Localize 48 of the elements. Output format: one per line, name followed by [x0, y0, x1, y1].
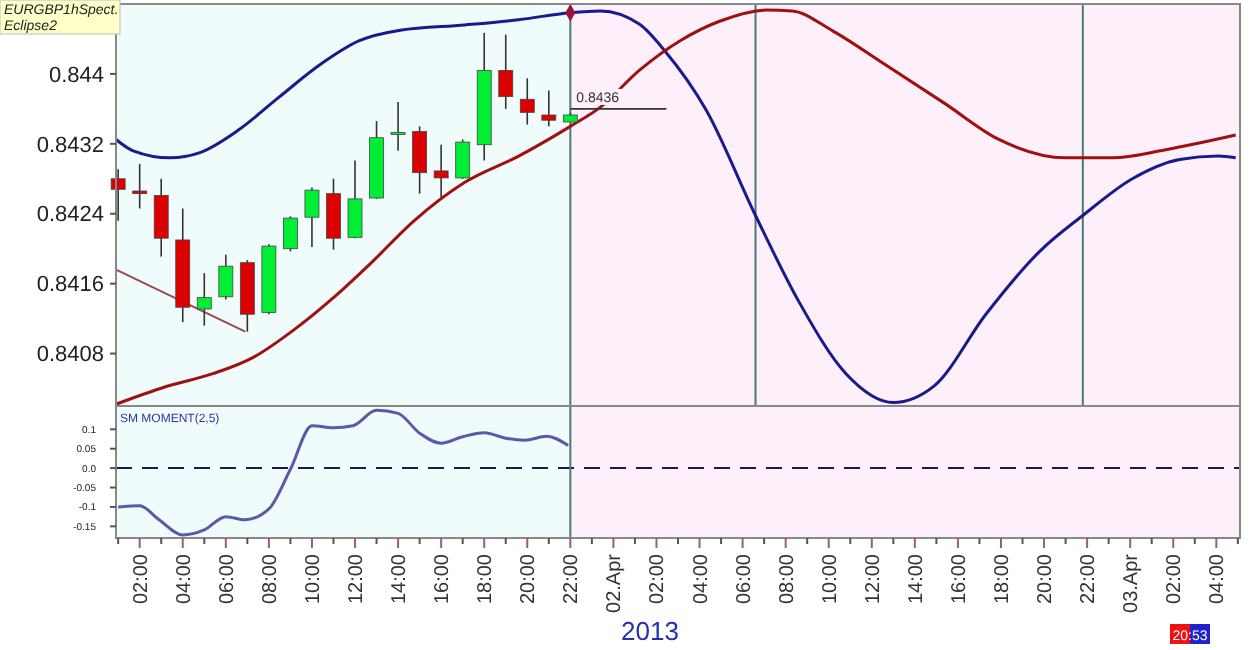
candlestick: [347, 159, 363, 240]
x-tick-label: 04:00: [690, 553, 713, 605]
y-tick-label: 0.844: [48, 63, 104, 88]
x-axis-title: 2013: [621, 616, 679, 646]
x-tick-label: 22:00: [1078, 553, 1101, 605]
candlestick: [433, 143, 449, 198]
x-tick-label: 04:00: [173, 553, 196, 605]
candlestick: [498, 33, 514, 110]
candlestick: [153, 177, 169, 258]
x-tick-label: 02:00: [130, 553, 153, 605]
candlestick: [218, 254, 234, 301]
x-tick-label: 02:00: [1164, 553, 1187, 605]
candlestick: [541, 89, 557, 128]
x-tick-label: 16:00: [948, 553, 971, 605]
x-tick-label: 03.Apr: [1121, 552, 1144, 613]
candlestick: [110, 168, 126, 222]
y-tick-label: 0.8416: [36, 273, 104, 298]
x-tick-label: 04:00: [1207, 553, 1230, 605]
y-tick-label: 0.8424: [36, 203, 104, 228]
x-tick-label: 06:00: [216, 553, 239, 605]
x-tick-label: 18:00: [991, 553, 1014, 605]
candlestick: [519, 77, 535, 126]
y-tick-label: 0.8408: [36, 343, 104, 368]
x-tick-label: 20:00: [518, 553, 541, 605]
x-tick-label: 02:00: [647, 553, 670, 605]
x-tick-label: 08:00: [776, 553, 799, 605]
x-tick-label: 16:00: [432, 553, 455, 605]
candlestick: [390, 101, 406, 152]
x-tick-label: 02.Apr: [604, 552, 627, 613]
x-tick-label: 12:00: [862, 553, 885, 605]
x-tick-label: 06:00: [733, 553, 756, 605]
x-tick-label: 08:00: [259, 553, 282, 605]
candlestick: [326, 177, 341, 251]
y-tick-label: 0.8432: [36, 133, 104, 158]
x-tick-label: 22:00: [561, 553, 584, 605]
x-tick-label: 20:00: [1035, 553, 1058, 605]
x-tick-label: 12:00: [346, 553, 369, 605]
candlestick: [132, 163, 148, 210]
x-tick-label: 10:00: [819, 553, 842, 605]
candlestick: [196, 272, 212, 327]
x-tick-label: 14:00: [389, 553, 412, 605]
x-tick-label: 14:00: [905, 553, 928, 605]
candlestick: [412, 125, 428, 195]
candlestick: [304, 186, 320, 248]
candlestick: [455, 138, 471, 180]
x-tick-label: 18:00: [475, 553, 498, 605]
x-tick-label: 10:00: [302, 553, 325, 605]
candlestick: [283, 215, 298, 253]
